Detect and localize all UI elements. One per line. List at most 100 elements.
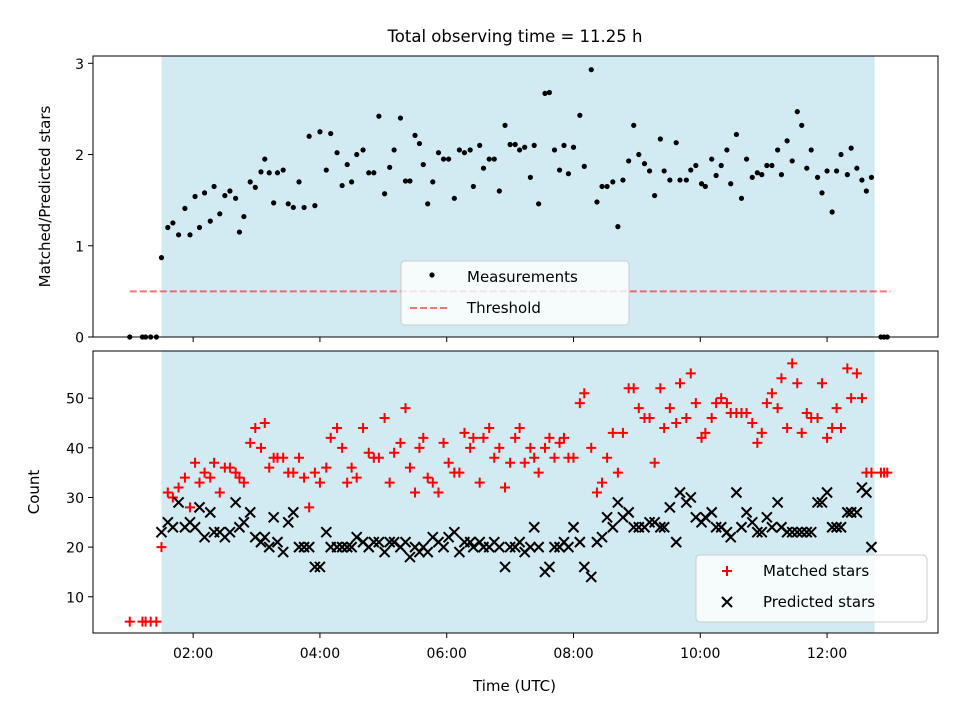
data-point — [224, 462, 235, 473]
data-point — [528, 521, 540, 533]
data-point — [631, 122, 637, 128]
data-point — [278, 452, 289, 463]
data-point — [610, 179, 616, 185]
series-predicted-stars — [155, 481, 878, 583]
data-point — [489, 452, 500, 463]
data-point — [266, 170, 272, 176]
x-tick-label: 08:00 — [553, 646, 593, 662]
data-point — [826, 521, 838, 533]
data-point — [754, 170, 760, 176]
y-tick-label: 20 — [66, 541, 84, 557]
data-point — [601, 511, 613, 524]
data-point — [499, 561, 511, 573]
data-point — [290, 204, 296, 211]
data-point — [342, 477, 353, 488]
data-point — [477, 142, 483, 149]
data-point — [698, 181, 705, 187]
data-point — [494, 442, 505, 453]
data-point — [443, 457, 454, 468]
data-point — [267, 511, 280, 524]
data-point — [217, 211, 223, 217]
data-point — [293, 541, 305, 553]
y-axis-label: Count — [25, 470, 43, 515]
data-point — [187, 232, 193, 238]
data-point — [397, 115, 404, 121]
data-point — [674, 486, 686, 499]
data-point — [685, 368, 696, 379]
data-point — [863, 188, 869, 194]
data-point — [414, 442, 425, 453]
data-point — [838, 151, 844, 158]
data-point — [816, 378, 827, 389]
data-point — [301, 204, 307, 211]
data-point — [816, 496, 828, 509]
data-point — [165, 224, 171, 231]
data-point — [546, 89, 553, 96]
data-point — [702, 183, 708, 190]
data-point — [378, 546, 391, 558]
data-point — [612, 467, 623, 478]
data-point — [799, 122, 805, 128]
data-point — [162, 487, 173, 498]
data-point — [811, 496, 824, 509]
data-point — [517, 147, 523, 153]
data-point — [657, 136, 663, 142]
data-point — [854, 165, 860, 171]
x-tick-label: 06:00 — [427, 646, 467, 662]
chart-title: Total observing time = 11.25 h — [387, 27, 643, 46]
data-point — [784, 138, 790, 144]
data-point — [507, 141, 513, 148]
data-point — [787, 358, 798, 369]
data-point — [551, 147, 558, 153]
data-point — [425, 201, 431, 207]
data-point — [711, 398, 722, 409]
data-point — [681, 413, 692, 424]
data-point — [496, 188, 502, 194]
data-point — [743, 156, 750, 162]
data-point — [285, 201, 291, 207]
data-point — [710, 521, 722, 533]
data-point — [604, 183, 610, 190]
data-point — [339, 182, 345, 189]
data-point — [771, 496, 784, 509]
data-point — [835, 521, 847, 533]
data-point — [842, 363, 853, 374]
data-point — [288, 467, 299, 478]
data-point — [233, 195, 239, 201]
data-point — [259, 417, 270, 428]
data-point — [173, 482, 184, 493]
data-point — [827, 422, 838, 433]
data-point — [381, 191, 388, 197]
data-point — [155, 526, 168, 538]
data-point — [789, 158, 795, 164]
data-point — [602, 452, 613, 463]
data-point — [421, 546, 434, 558]
x-axis-label: Time (UTC) — [472, 677, 556, 695]
data-point — [384, 477, 395, 488]
data-point — [761, 398, 772, 409]
data-point — [533, 467, 544, 478]
data-point — [536, 201, 542, 207]
data-point — [456, 147, 462, 153]
data-point — [778, 172, 785, 178]
data-point — [721, 398, 732, 409]
data-point — [306, 133, 312, 139]
data-point — [201, 190, 208, 196]
data-point — [182, 205, 188, 211]
data-point — [756, 526, 768, 538]
x-tick-label: 02:00 — [173, 646, 213, 662]
data-point — [502, 122, 508, 128]
data-point — [437, 541, 450, 553]
data-point — [250, 422, 261, 433]
data-point — [389, 447, 400, 458]
data-point — [332, 422, 343, 433]
data-point — [484, 422, 495, 433]
data-point — [317, 129, 323, 135]
data-point — [360, 147, 366, 153]
data-point — [407, 178, 413, 184]
data-point — [831, 403, 842, 414]
data-point — [222, 192, 228, 199]
data-point — [184, 502, 195, 513]
data-point — [819, 190, 825, 196]
data-point — [766, 388, 777, 399]
